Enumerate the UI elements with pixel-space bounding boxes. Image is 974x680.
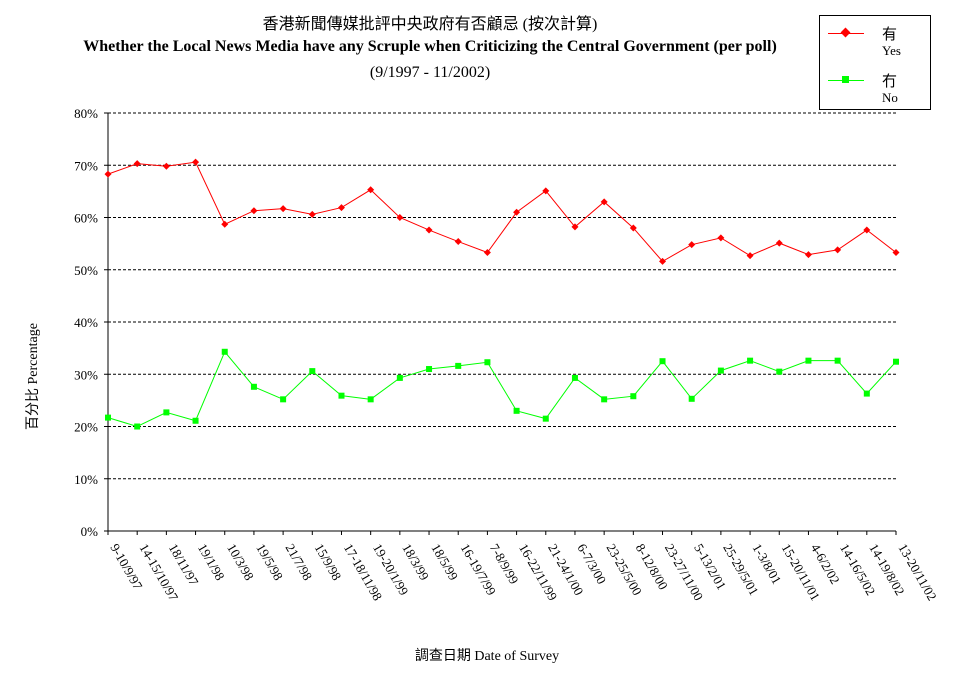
- chart-period: (9/1997 - 11/2002): [369, 64, 491, 81]
- data-point-yes: [133, 160, 141, 168]
- legend-label-yes-zh: 有: [882, 27, 898, 43]
- data-point-no: [513, 407, 520, 414]
- data-point-yes: [600, 198, 608, 206]
- x-tick-label: 15/9/98: [312, 541, 345, 583]
- data-point-no: [338, 392, 345, 399]
- data-point-yes: [454, 238, 462, 246]
- data-point-no: [659, 358, 666, 365]
- data-point-yes: [396, 214, 404, 221]
- series-line-yes: [107, 161, 897, 263]
- data-point-no: [250, 383, 257, 390]
- data-point-no: [630, 393, 637, 400]
- y-tick-label: 0%: [81, 524, 99, 539]
- chart-subtitle: Whether the Local News Media have any Sc…: [83, 38, 777, 55]
- x-tick-label: 21/7/98: [283, 541, 316, 583]
- legend-label-no-zh: 冇: [882, 74, 898, 90]
- data-point-no: [163, 409, 170, 416]
- data-point-no: [571, 374, 578, 381]
- data-point-yes: [659, 257, 667, 265]
- square-marker-icon: [842, 76, 849, 83]
- legend: 有 Yes 冇 No: [819, 15, 931, 110]
- data-point-yes: [571, 223, 579, 231]
- data-point-no: [542, 415, 549, 422]
- data-point-yes: [892, 249, 900, 257]
- data-point-yes: [250, 207, 258, 215]
- data-point-no: [367, 396, 374, 403]
- y-tick-label: 30%: [74, 367, 98, 382]
- data-point-yes: [775, 239, 783, 247]
- data-point-yes: [425, 226, 433, 234]
- x-axis-label: 調查日期 Date of Survey: [414, 649, 560, 664]
- data-point-no: [776, 368, 783, 375]
- legend-label-no-en: No: [882, 90, 898, 105]
- data-point-no: [455, 362, 462, 369]
- y-tick-label: 70%: [74, 158, 98, 173]
- data-point-no: [134, 423, 141, 430]
- data-point-yes: [279, 205, 287, 213]
- data-point-yes: [192, 158, 200, 166]
- data-point-no: [834, 357, 841, 364]
- y-tick-label: 10%: [74, 472, 98, 487]
- data-point-no: [426, 366, 433, 373]
- data-point-no: [280, 396, 287, 403]
- data-point-yes: [162, 162, 170, 170]
- legend-item-no: 冇 No: [820, 68, 930, 108]
- data-point-yes: [804, 251, 812, 259]
- series-line-no: [107, 350, 897, 428]
- data-point-yes: [513, 208, 521, 216]
- legend-label-yes-en: Yes: [882, 43, 901, 58]
- data-point-yes: [688, 241, 696, 249]
- data-point-no: [105, 414, 111, 421]
- y-axis-label: 百分比 Percentage: [26, 323, 41, 430]
- data-point-yes: [863, 226, 871, 234]
- data-point-no: [893, 358, 899, 365]
- chart-title: 香港新聞傳媒批評中央政府有否顧忌 (按次計算): [262, 16, 598, 33]
- data-point-yes: [337, 204, 345, 212]
- y-tick-label: 60%: [74, 211, 98, 226]
- data-point-yes: [542, 187, 550, 195]
- y-tick-label: 80%: [74, 106, 98, 121]
- data-point-no: [396, 374, 403, 381]
- legend-item-yes: 有 Yes: [820, 21, 930, 61]
- data-point-no: [601, 396, 608, 403]
- y-tick-label: 40%: [74, 315, 98, 330]
- data-point-no: [863, 390, 870, 397]
- data-point-yes: [834, 246, 842, 254]
- data-point-yes: [717, 234, 725, 242]
- data-point-no: [688, 395, 695, 402]
- y-tick-label: 20%: [74, 420, 98, 435]
- data-point-no: [309, 368, 316, 375]
- data-point-no: [747, 357, 754, 364]
- data-point-no: [717, 367, 724, 374]
- data-point-yes: [483, 249, 491, 257]
- data-point-yes: [221, 220, 229, 228]
- x-tick-label: 10/3/98: [224, 541, 257, 583]
- data-point-no: [192, 417, 199, 424]
- data-point-yes: [367, 186, 375, 194]
- data-point-no: [221, 348, 228, 355]
- data-point-no: [484, 359, 491, 366]
- data-point-yes: [746, 252, 754, 260]
- data-point-yes: [308, 210, 316, 218]
- data-point-yes: [104, 170, 112, 178]
- data-point-no: [805, 357, 812, 364]
- x-tick-label: 19/5/98: [253, 541, 286, 583]
- x-tick-label: 13-20/11/02: [895, 541, 940, 603]
- y-tick-label: 50%: [74, 263, 98, 278]
- data-point-yes: [629, 224, 637, 232]
- x-tick-label: 18/5/99: [428, 541, 461, 583]
- diamond-marker-icon: [840, 27, 851, 38]
